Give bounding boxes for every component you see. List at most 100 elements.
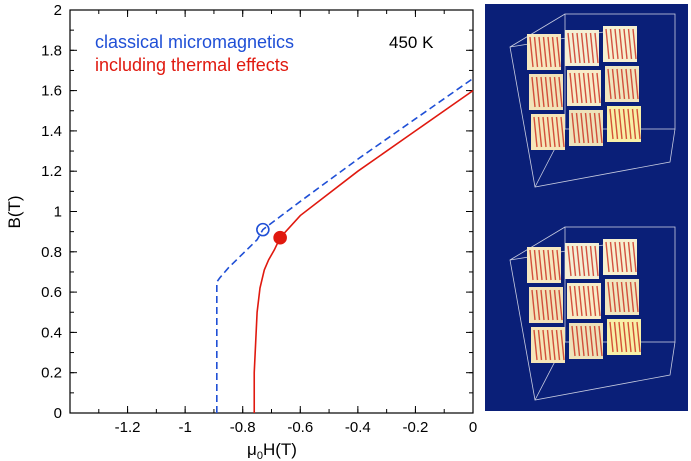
spin-arrow [555,116,561,148]
y-tick-label: 0.4 [41,324,62,341]
y-tick-label: 1 [54,204,62,221]
spin-arrow [553,289,559,321]
spin-arrow [551,116,556,148]
spin-arrow [558,76,563,108]
spin-arrow [593,112,599,144]
spin-arrow [596,72,601,104]
spin-arrow [535,289,541,321]
spin-arrow [575,325,581,357]
spin-arrow [623,241,628,273]
spin-arrow [631,321,637,353]
spin-arrow [593,325,599,357]
spin-arrow [627,241,633,273]
plot-frame [69,9,474,414]
spin-arrow [546,116,552,148]
spin-arrow [622,108,628,140]
spin-arrow [594,32,599,64]
spin-arrow [625,68,630,100]
spin-arrow [555,329,561,361]
spin-arrow [627,321,632,353]
spin-arrow [553,76,559,108]
series-layer [216,77,474,413]
spin-arrow [609,241,615,273]
spin-arrow [533,329,538,361]
x-tick-label: -0.2 [402,419,428,436]
spin-arrow [576,32,581,64]
x-tick-label: -0.4 [345,419,371,436]
spin-arrow [589,112,594,144]
spin-arrow [598,112,603,144]
y-tick-label: 1.6 [41,83,62,100]
spin-arrow [589,32,595,64]
spin-arrow [542,249,548,281]
legend: classical micromagnetics including therm… [95,32,294,75]
spin-arrow [596,285,601,317]
spin-arrow [549,289,554,321]
spin-arrow [636,321,641,353]
spin-arrow [540,76,545,108]
spin-arrow [578,285,583,317]
spin-arrow [618,241,624,273]
magnetization-snapshot-panel [485,4,688,411]
spin-arrow [578,72,583,104]
spin-arrow [625,281,630,313]
y-tick-label: 0.6 [41,284,62,301]
spin-arrow [584,112,590,144]
chart: -1.2 -1 -0.8 -0.6 -0.4 -0.2 0 0 0.2 0.4 0.6 0.8 1 1.… [5,2,477,461]
magnetization-snapshot-top [509,13,676,188]
spin-arrow [611,281,617,313]
spin-arrow [629,68,635,100]
spin-arrow [618,28,624,60]
x-axis-title: μ0H(T) [247,440,297,461]
spin-arrow [632,241,637,273]
spin-arrow [544,76,550,108]
y-tick-label: 1.8 [41,42,62,59]
y-axis-title: B(T) [5,195,24,228]
spin-arrow [537,116,543,148]
spin-arrow [609,28,615,60]
spin-arrow [622,321,628,353]
spin-arrow [620,68,626,100]
spin-arrow [618,321,623,353]
spin-arrow [537,329,543,361]
spin-arrow [627,28,633,60]
spin-arrow [542,116,547,148]
spin-arrow [585,245,590,277]
y-tick-label: 0.8 [41,244,62,261]
series-line-0 [216,77,474,413]
spin-arrow [616,281,621,313]
spin-arrow [634,68,639,100]
spin-arrow [546,329,552,361]
spin-arrow [571,245,577,277]
x-tick-label: -0.6 [287,419,313,436]
spin-arrow [573,72,579,104]
spin-arrow [605,241,610,273]
spin-arrow [582,72,588,104]
spin-arrow [549,76,554,108]
y-tick-label: 2 [54,2,62,19]
spin-arrow [529,36,534,68]
spin-arrow [631,108,637,140]
spin-arrow [591,72,597,104]
y-tick-label: 0.2 [41,365,62,382]
spin-arrow [584,325,590,357]
spin-arrow [585,32,590,64]
spin-arrow [567,32,572,64]
spin-arrow [542,329,547,361]
spin-arrow [551,36,557,68]
y-ticks: 0 0.2 0.4 0.6 0.8 1 1.2 1.4 1.6 1.8 2 [41,2,473,422]
spin-arrow [614,28,619,60]
x-tick-label: 0 [469,419,477,436]
spin-arrow [627,108,632,140]
spin-arrow [573,285,579,317]
spin-arrow [580,32,586,64]
spin-arrow [591,285,597,317]
spin-arrow [609,321,614,353]
spin-arrow [560,329,565,361]
spin-arrow [613,321,619,353]
spin-arrow [629,281,635,313]
spin-arrow [598,325,603,357]
spin-arrow [605,28,610,60]
spin-arrow [614,241,619,273]
series-marker-0 [256,222,270,237]
